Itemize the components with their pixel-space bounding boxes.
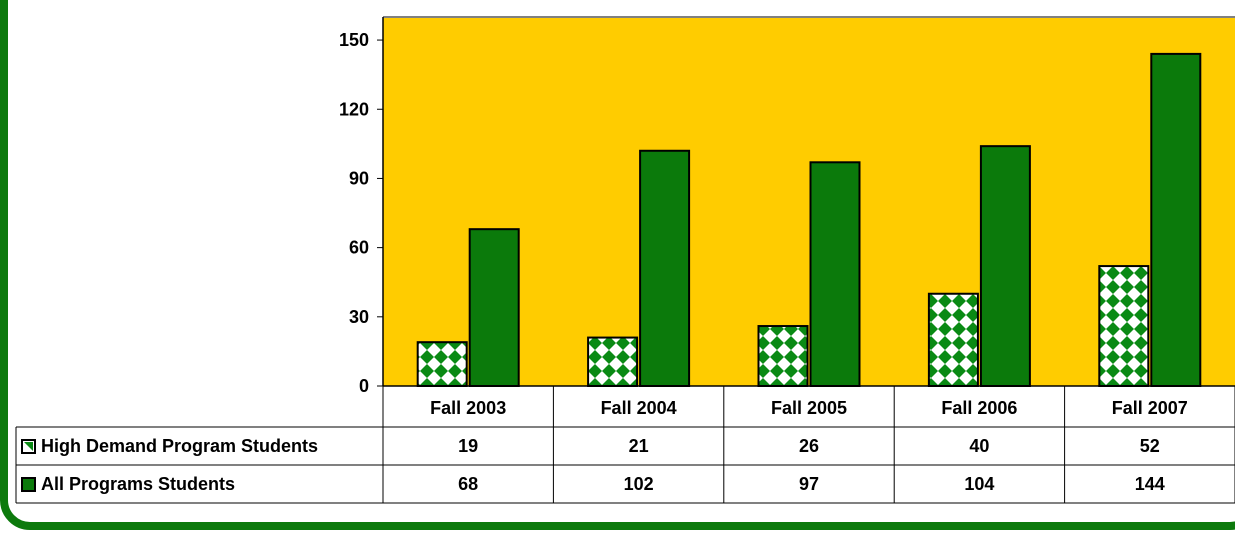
data-table-cell: 26 <box>799 436 819 456</box>
x-category-label: Fall 2006 <box>941 398 1017 418</box>
data-table-cell: 68 <box>458 474 478 494</box>
bar-high-demand <box>1098 265 1150 388</box>
bar-high-demand <box>757 325 809 388</box>
y-tick-label: 60 <box>349 238 369 258</box>
data-table-cell: 97 <box>799 474 819 494</box>
data-table-cell: 40 <box>969 436 989 456</box>
x-category-label: Fall 2007 <box>1112 398 1188 418</box>
y-tick-label: 120 <box>339 99 369 119</box>
data-table-cell: 102 <box>624 474 654 494</box>
bar-all-programs <box>979 145 1031 387</box>
bar-all-programs <box>809 161 861 387</box>
data-table-cell: 144 <box>1135 474 1165 494</box>
legend-key-checker-fill <box>24 442 33 451</box>
bar-high-demand <box>587 336 639 388</box>
data-table-cell: 21 <box>629 436 649 456</box>
x-category-label: Fall 2004 <box>601 398 677 418</box>
bar-high-demand <box>416 341 468 387</box>
legend-label: All Programs Students <box>41 474 235 494</box>
y-tick-label: 90 <box>349 168 369 188</box>
y-tick-label: 150 <box>339 30 369 50</box>
legend-label: High Demand Program Students <box>41 436 318 456</box>
bar-all-programs <box>639 149 691 387</box>
plot-area <box>383 17 1235 386</box>
y-tick-label: 0 <box>359 376 369 396</box>
data-table-cell: 19 <box>458 436 478 456</box>
bar-all-programs <box>1150 52 1202 388</box>
data-table-cell: 52 <box>1140 436 1160 456</box>
data-table-cell: 104 <box>964 474 994 494</box>
x-category-label: Fall 2005 <box>771 398 847 418</box>
bar-all-programs <box>468 228 520 387</box>
y-tick-label: 30 <box>349 307 369 327</box>
legend-key-solid <box>21 477 36 492</box>
bar-high-demand <box>927 292 979 387</box>
x-category-label: Fall 2003 <box>430 398 506 418</box>
